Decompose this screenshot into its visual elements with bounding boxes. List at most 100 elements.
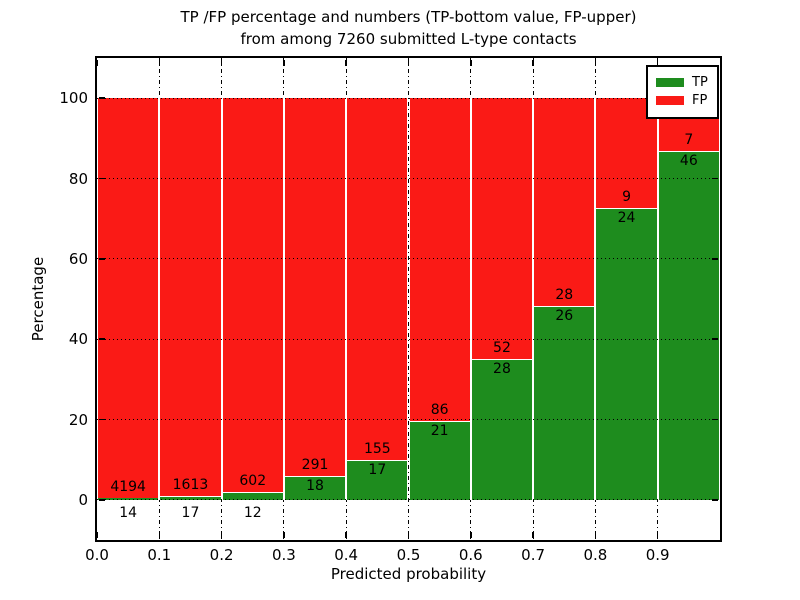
- x-axis-label: Predicted probability: [330, 565, 487, 583]
- y-tick-label: 80: [68, 169, 88, 188]
- x-tick-mark: [594, 532, 597, 538]
- y-tick-mark: [99, 97, 105, 99]
- y-tick-mark: [99, 338, 105, 340]
- y-tick-label: 60: [68, 249, 88, 268]
- bar-count-label-tp: 14: [119, 504, 138, 521]
- x-tick-mark: [407, 60, 410, 66]
- x-tick-mark: [96, 532, 98, 538]
- legend-label: TP: [692, 75, 708, 90]
- y-tick-label: 0: [78, 490, 88, 509]
- x-tick-mark: [594, 60, 597, 66]
- bar-segment-tp: [221, 491, 284, 500]
- legend-swatch: [656, 78, 684, 87]
- bar-segment-tp: [283, 476, 347, 500]
- plot-area: 4194 14 1613 17 602 12 291 18 155 17 86 21 52 28 28 26 9…: [59, 56, 722, 564]
- bar-count-label-fp: 86: [430, 402, 449, 418]
- bar-count-label-fp: 9: [622, 188, 631, 205]
- legend-row: FP: [656, 93, 708, 108]
- h-gridline: [97, 499, 720, 501]
- chart-title: TP /FP percentage and numbers (TP-bottom…: [97, 6, 720, 50]
- bar-segment-fp: [97, 98, 160, 499]
- x-tick-mark: [220, 60, 223, 66]
- x-tick-label: 0.6: [458, 546, 483, 564]
- x-tick-label: 0.4: [334, 546, 359, 564]
- x-tick-mark: [407, 532, 410, 538]
- bar-count-label-tp: 28: [493, 361, 511, 378]
- x-tick-mark: [283, 60, 285, 66]
- x-tick-label: 0.9: [645, 546, 670, 564]
- y-tick-label: 20: [68, 410, 88, 429]
- bar-count-label-fp: 155: [363, 441, 391, 458]
- x-tick-mark: [656, 532, 659, 538]
- bar-segment-tp: [470, 359, 534, 500]
- x-tick-label: 0.8: [583, 546, 608, 564]
- bar-segment-tp: [657, 151, 720, 500]
- y-tick-mark: [99, 418, 105, 421]
- x-tick-mark: [96, 60, 98, 66]
- x-tick-mark: [470, 60, 472, 66]
- x-tick-label: 0.5: [396, 546, 421, 564]
- bar-count-label-fp: 52: [493, 340, 511, 357]
- x-tick-mark: [470, 532, 472, 538]
- bar-count-label-fp: 28: [555, 287, 574, 304]
- legend-row: TP: [656, 75, 708, 90]
- bar-segment-fp: [159, 98, 222, 496]
- bar-segment-fp: [533, 98, 596, 307]
- bar-segment-tp: [346, 460, 409, 500]
- bar-segment-fp: [221, 98, 284, 492]
- x-tick-mark: [158, 532, 161, 538]
- y-tick-mark: [712, 499, 718, 501]
- y-tick-mark: [99, 177, 105, 180]
- x-tick-mark: [345, 532, 347, 538]
- y-tick-mark: [712, 338, 718, 340]
- bar-segment-tp: [408, 421, 471, 500]
- y-tick-mark: [99, 499, 105, 501]
- legend-swatch: [656, 96, 684, 105]
- bar-count-label-tp: 26: [555, 308, 574, 325]
- bar-segment-tp: [533, 306, 596, 500]
- y-tick-label: 100: [59, 89, 88, 108]
- bar-count-label-tp: 12: [243, 504, 262, 521]
- bar-segment-fp: [346, 98, 409, 461]
- x-tick-mark: [345, 60, 347, 66]
- x-tick-mark: [656, 60, 659, 66]
- x-tick-mark: [532, 60, 534, 66]
- h-gridline: [97, 178, 720, 179]
- h-gridline: [97, 338, 720, 340]
- bar-segment-tp: [595, 207, 658, 500]
- chart-title-line2: from among 7260 submitted L-type contact…: [240, 30, 577, 48]
- x-tick-label: 0.3: [271, 546, 296, 564]
- h-gridline: [97, 97, 720, 99]
- x-tick-mark: [158, 60, 161, 66]
- x-tick-mark: [283, 532, 285, 538]
- x-tick-mark: [532, 532, 534, 538]
- bar-count-label-tp: 21: [430, 423, 449, 439]
- y-tick-mark: [712, 258, 718, 260]
- h-gridline: [97, 419, 720, 420]
- bar-count-label-fp: 7: [684, 132, 694, 149]
- bar-count-label-tp: 17: [368, 462, 387, 479]
- h-gridline: [97, 258, 720, 260]
- bar-segment-fp: [283, 98, 347, 477]
- bar-segment-fp: [408, 98, 471, 421]
- bar-count-label-fp: 4194: [110, 479, 146, 496]
- legend-box: TP FP: [646, 65, 719, 119]
- x-tick-label: 0.2: [209, 546, 234, 564]
- bar-count-label-tp: 24: [617, 209, 636, 226]
- bar-segment-fp: [470, 98, 534, 360]
- legend-label: FP: [692, 93, 708, 108]
- bar-segment-tp: [159, 495, 222, 500]
- y-tick-mark: [99, 258, 105, 260]
- bar-count-label-tp: 18: [306, 478, 324, 495]
- bar-count-label-fp: 291: [301, 457, 329, 474]
- y-tick-label: 40: [68, 330, 88, 349]
- x-tick-label: 0.7: [521, 546, 546, 564]
- bar-count-label-fp: 1613: [172, 476, 209, 493]
- y-axis-label: Percentage: [29, 256, 47, 342]
- x-tick-label: 0.1: [147, 546, 172, 564]
- x-tick-label: 0.0: [85, 546, 109, 564]
- x-tick-mark: [220, 532, 223, 538]
- bar-count-label-fp: 602: [239, 472, 267, 489]
- y-tick-mark: [712, 418, 718, 421]
